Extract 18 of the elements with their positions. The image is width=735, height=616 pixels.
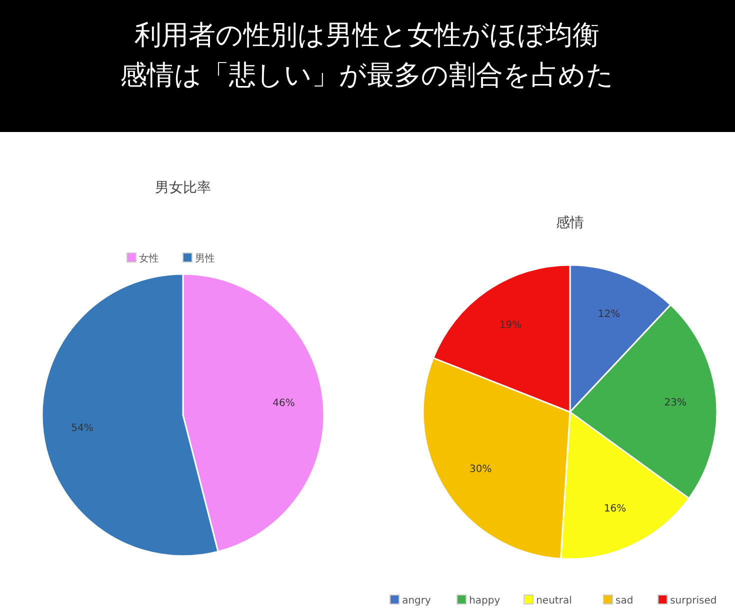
- data-label: 54%: [71, 423, 94, 434]
- legend-label: happy: [469, 596, 500, 606]
- legend-label: 女性: [139, 252, 159, 264]
- data-label: 16%: [604, 503, 626, 514]
- text: 利用者の性別は男性と女性がほぼ均衡: [134, 20, 600, 51]
- data-label: 46%: [272, 398, 295, 409]
- legend-label: 男性: [195, 252, 215, 264]
- data-label: 23%: [664, 398, 686, 409]
- legend-label: surprised: [670, 596, 717, 606]
- data-label: 12%: [598, 309, 620, 320]
- legend-label: angry: [402, 596, 432, 606]
- legend-label: sad: [616, 596, 634, 606]
- chart-title: 感情: [556, 215, 584, 231]
- data-label: 30%: [470, 464, 492, 476]
- data-label: 19%: [499, 320, 522, 331]
- chart-title: 男女比率: [155, 180, 211, 196]
- text: 感情は「悲しい」が最多の割合を占めた: [120, 60, 614, 91]
- legend-label: neutral: [536, 596, 572, 606]
